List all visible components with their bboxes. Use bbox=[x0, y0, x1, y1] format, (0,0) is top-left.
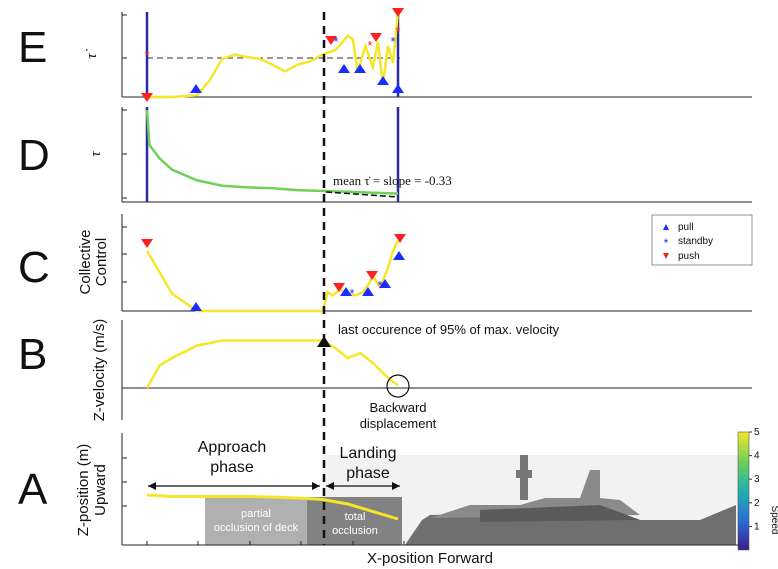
colorbar-tick-label: 2 bbox=[754, 498, 760, 509]
standby-marker: * bbox=[333, 34, 338, 49]
pull-marker bbox=[392, 84, 404, 93]
panel-a-ylabel-line2: Upward bbox=[92, 464, 109, 516]
standby-marker: * bbox=[377, 278, 382, 293]
total-occlusion-label-line1: total bbox=[345, 511, 366, 523]
pull-marker bbox=[377, 76, 389, 85]
approach-arrow-head-right bbox=[312, 482, 320, 490]
pull-marker bbox=[379, 279, 391, 288]
standby-marker: * bbox=[390, 34, 395, 49]
push-marker bbox=[394, 234, 406, 243]
legend-box bbox=[651, 214, 753, 266]
pull-marker bbox=[362, 287, 374, 296]
colorbar-tick-label: 5 bbox=[754, 427, 760, 438]
panel-c-ylabel-line2: Control bbox=[93, 238, 110, 286]
pull-marker bbox=[393, 251, 405, 260]
pull-marker bbox=[340, 287, 352, 296]
colorbar-tick-label: 3 bbox=[754, 474, 760, 485]
pull-marker bbox=[190, 84, 202, 93]
panel-d-ylabel: τ bbox=[88, 151, 104, 157]
panel-b: Z-velocity (m/s) last occurence of 95% o… bbox=[91, 319, 752, 431]
panel-d-slope-annotation: mean τ̇ = slope = -0.33 bbox=[333, 173, 452, 188]
colorbar-tick-label: 4 bbox=[754, 451, 760, 462]
panel-d-series-line bbox=[145, 109, 399, 195]
push-marker bbox=[333, 283, 345, 292]
backward-displacement-circle bbox=[386, 374, 410, 398]
panel-letter-c: C bbox=[18, 243, 50, 292]
approach-arrow-head-left bbox=[148, 482, 156, 490]
partial-occlusion-label-line2: occlusion of deck bbox=[214, 522, 299, 534]
colorbar bbox=[737, 431, 750, 551]
ship-mast-platform bbox=[516, 470, 532, 478]
panel-c: Collective Control * * pull * standby pu… bbox=[77, 214, 753, 313]
panel-a-ylabel-line1: Z-position (m) bbox=[75, 444, 92, 537]
pull-marker bbox=[354, 64, 366, 73]
panel-c-ylabel-line1: Collective bbox=[77, 229, 94, 294]
pull-marker bbox=[190, 302, 202, 311]
push-marker bbox=[370, 33, 382, 42]
panel-a-xlabel: X-position Forward bbox=[367, 550, 493, 567]
panel-letter-b: B bbox=[18, 330, 47, 379]
partial-occlusion-region bbox=[205, 497, 307, 545]
push-marker bbox=[141, 93, 153, 102]
standby-marker: * bbox=[144, 48, 149, 63]
panel-e-ylabel: τ̇ bbox=[84, 48, 100, 58]
pull-marker bbox=[338, 64, 350, 73]
panel-c-series-line bbox=[145, 239, 400, 313]
colorbar-ticks: 1 2 3 4 5 bbox=[749, 427, 760, 532]
legend-standby-icon: * bbox=[664, 236, 669, 250]
legend-push-label: push bbox=[678, 251, 700, 262]
panel-d-slope-line bbox=[325, 191, 399, 198]
legend-standby-label: standby bbox=[678, 236, 713, 247]
panel-letter-d: D bbox=[18, 131, 50, 180]
standby-marker: * bbox=[349, 286, 354, 301]
landing-label-line1: Landing bbox=[340, 445, 397, 462]
landing-label-line2: phase bbox=[346, 465, 390, 482]
push-marker bbox=[325, 36, 337, 45]
panel-b-series-line bbox=[145, 339, 399, 389]
legend-pull-label: pull bbox=[678, 222, 694, 233]
push-marker bbox=[141, 239, 153, 248]
approach-label-line2: phase bbox=[210, 459, 254, 476]
partial-occlusion-label-line1: partial bbox=[241, 508, 271, 520]
approach-label-line1: Approach bbox=[198, 439, 267, 456]
panel-letter-a: A bbox=[18, 465, 48, 514]
landing-arrow-head-right bbox=[392, 482, 400, 490]
backward-label-line2: displacement bbox=[360, 416, 437, 431]
panel-letter-e: E bbox=[18, 23, 47, 72]
colorbar-tick-label: 1 bbox=[754, 521, 760, 532]
panel-e: τ̇ * * * * * bbox=[84, 8, 752, 102]
landing-arrow-head-left bbox=[326, 482, 334, 490]
panel-a: partial occlusion of deck total occlusio… bbox=[75, 427, 778, 567]
standby-marker: * bbox=[367, 38, 372, 53]
ship-deck-structure bbox=[480, 505, 640, 522]
panel-b-annotation: last occurence of 95% of max. velocity bbox=[338, 322, 560, 337]
standby-marker: * bbox=[395, 24, 400, 39]
push-marker bbox=[366, 271, 378, 280]
panel-a-series-line bbox=[146, 493, 399, 521]
panel-d: τ mean τ̇ = slope = -0.33 bbox=[88, 107, 752, 203]
push-marker bbox=[392, 8, 404, 17]
backward-label-line1: Backward bbox=[369, 400, 426, 415]
panel-e-series-line bbox=[147, 11, 400, 99]
panel-b-ylabel: Z-velocity (m/s) bbox=[91, 319, 108, 422]
total-occlusion-label-line2: occlusion bbox=[332, 525, 378, 537]
colorbar-label: Speed bbox=[769, 506, 778, 535]
legend-push-icon bbox=[663, 253, 669, 259]
legend-pull-icon bbox=[663, 224, 669, 230]
